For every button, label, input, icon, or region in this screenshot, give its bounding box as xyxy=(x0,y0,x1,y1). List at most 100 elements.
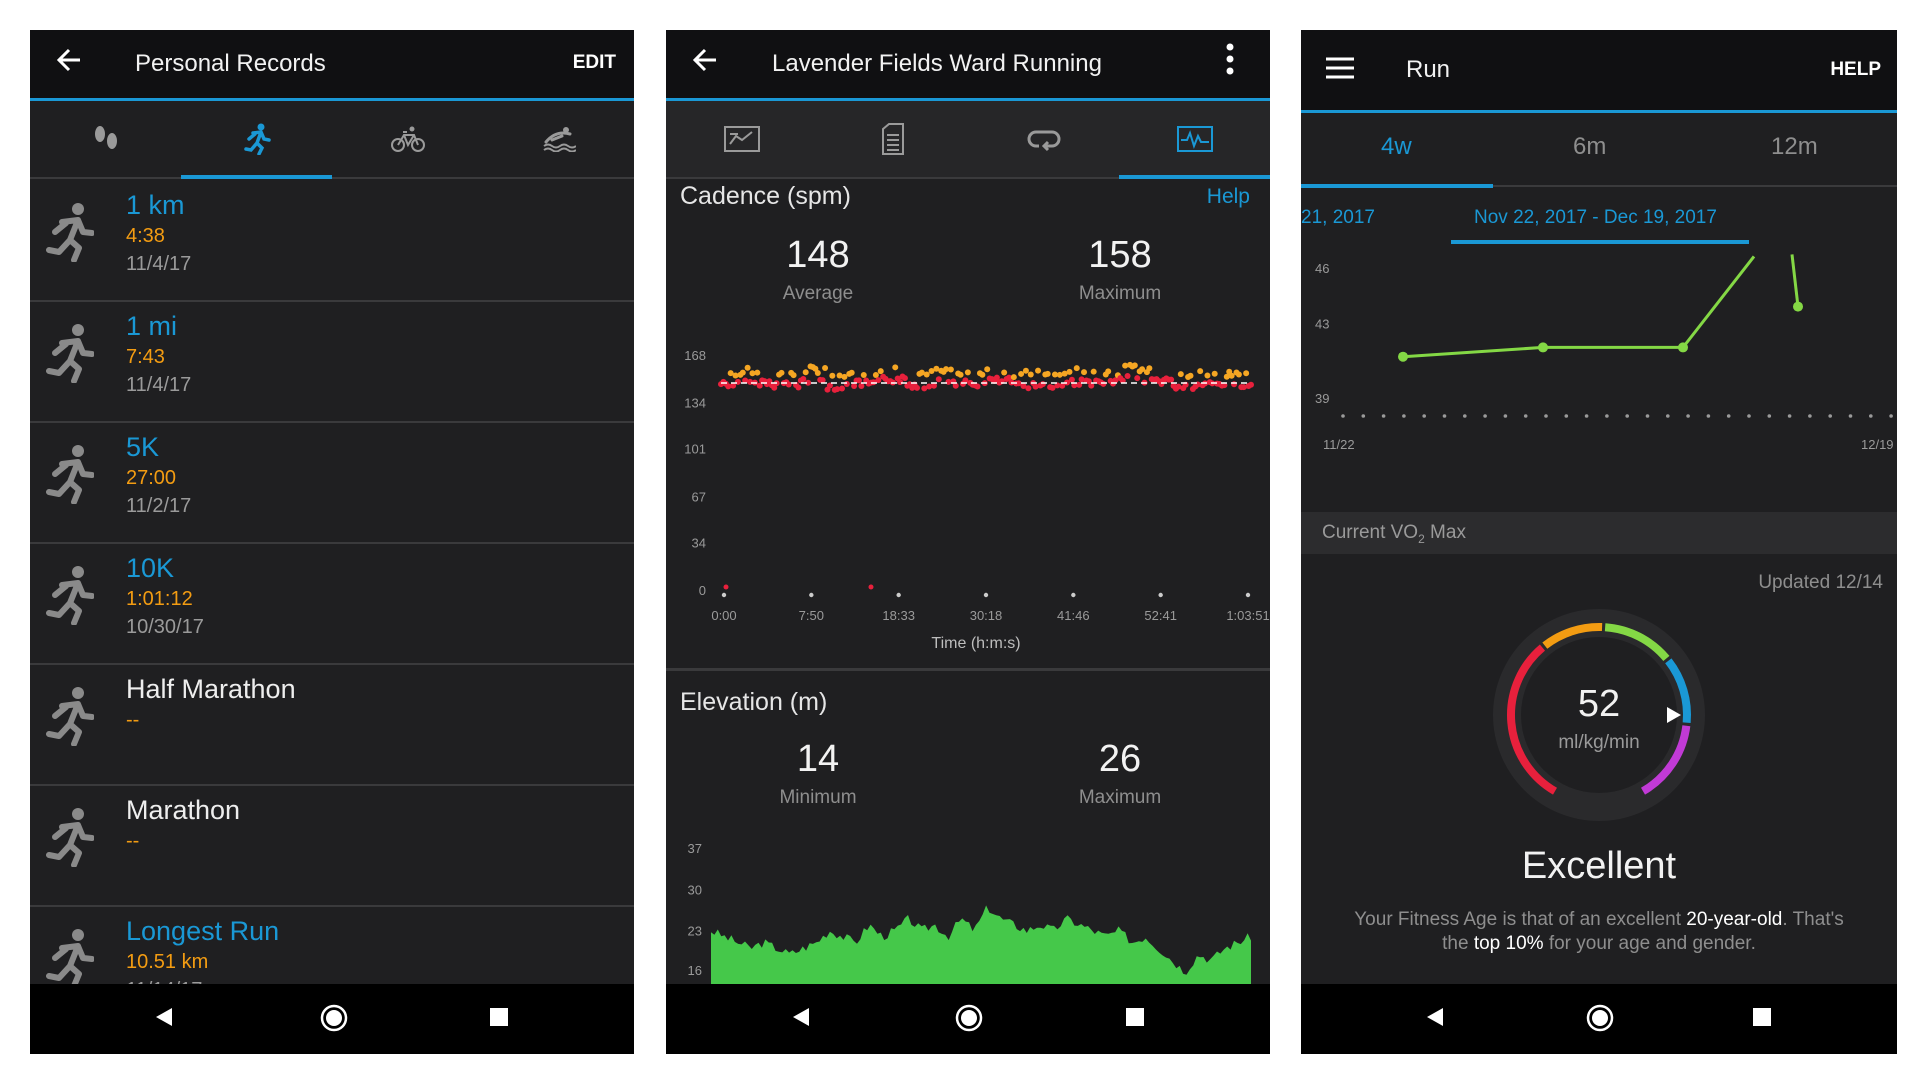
cadence-point xyxy=(933,365,940,372)
nav-recents-icon[interactable] xyxy=(489,1007,509,1032)
cadence-point xyxy=(1022,367,1029,374)
previous-range-label[interactable]: 21, 2017 xyxy=(1301,207,1375,228)
help-button[interactable]: HELP xyxy=(1830,59,1881,80)
runner-icon xyxy=(46,686,95,751)
tab-charts[interactable] xyxy=(1119,101,1270,179)
nav-home-icon[interactable] xyxy=(1586,1004,1614,1037)
nav-home-icon[interactable] xyxy=(320,1004,348,1037)
y-tick-label: 134 xyxy=(684,396,706,411)
record-name: Longest Run xyxy=(126,916,280,946)
x-axis-dot xyxy=(1869,414,1873,418)
nav-back-icon[interactable] xyxy=(791,1006,811,1033)
x-tick-label: 41:46 xyxy=(1057,608,1090,623)
cadence-help-link[interactable]: Help xyxy=(1206,185,1250,208)
gauge-segment-poor xyxy=(1507,644,1558,795)
cadence-point xyxy=(841,373,848,380)
cadence-point xyxy=(819,377,826,384)
record-row[interactable]: Marathon -- xyxy=(30,785,634,907)
tab-6m[interactable]: 6m xyxy=(1573,133,1607,160)
cadence-point xyxy=(914,384,921,391)
cadence-point xyxy=(993,374,1000,381)
cadence-point xyxy=(1025,385,1032,392)
record-row[interactable]: 1 km 4:38 11/4/17 xyxy=(30,180,634,302)
cadence-point xyxy=(930,382,937,389)
edit-button[interactable]: EDIT xyxy=(572,52,616,73)
tab-cycling[interactable] xyxy=(332,101,483,177)
activity-tabs xyxy=(666,101,1270,179)
tab-4w[interactable]: 4w xyxy=(1381,133,1412,160)
record-time: 1:01:12 xyxy=(126,588,193,610)
cadence-point xyxy=(923,371,930,378)
cadence-point xyxy=(754,369,761,376)
cadence-point xyxy=(734,378,741,385)
vo2-point[interactable] xyxy=(1398,351,1408,362)
cadence-point xyxy=(875,377,882,384)
vo2-gauge xyxy=(1493,609,1705,821)
tab-indicator xyxy=(1301,184,1493,188)
x-tick-dot xyxy=(809,592,814,598)
cadence-point xyxy=(926,383,933,390)
record-name: 10K xyxy=(126,553,175,583)
tab-running[interactable] xyxy=(181,101,332,179)
nav-recents-icon[interactable] xyxy=(1752,1007,1772,1032)
cadence-point xyxy=(829,372,836,379)
cadence-point xyxy=(1248,381,1254,388)
cadence-point xyxy=(1131,362,1138,369)
vo2-trend-line-segment xyxy=(1790,254,1800,307)
cadence-point xyxy=(892,364,899,371)
cadence-point xyxy=(727,370,734,377)
tab-swimming[interactable] xyxy=(483,101,634,177)
record-row[interactable]: 5K 27:00 11/2/17 xyxy=(30,422,634,544)
vo2-point[interactable] xyxy=(1538,342,1548,353)
vo2-point[interactable] xyxy=(1678,342,1688,353)
tab-details[interactable] xyxy=(817,101,968,177)
tab-laps[interactable] xyxy=(968,101,1119,177)
cadence-point xyxy=(1112,377,1119,384)
y-tick-label: 0 xyxy=(699,583,706,598)
tab-steps[interactable] xyxy=(30,101,181,177)
fitness-age-text: Your Fitness Age is that of an excellent… xyxy=(1354,909,1844,954)
vo2-point[interactable] xyxy=(1793,301,1803,312)
cadence-point xyxy=(1059,382,1066,389)
elevation-area xyxy=(711,905,1251,984)
x-axis-dot xyxy=(1503,414,1508,418)
cadence-point xyxy=(1032,383,1039,390)
cadence-point xyxy=(1119,377,1126,384)
back-arrow-icon[interactable] xyxy=(692,46,718,78)
x-start-label: 11/22 xyxy=(1323,437,1355,452)
cadence-point xyxy=(725,383,732,390)
nav-home-icon[interactable] xyxy=(955,1004,983,1037)
elevation-maximum-value: 26 xyxy=(1098,738,1142,780)
x-tick-dot xyxy=(721,592,727,598)
tab-stats[interactable] xyxy=(666,101,817,177)
cadence-point xyxy=(1204,372,1211,379)
nav-back-icon[interactable] xyxy=(1425,1006,1445,1033)
x-axis-dot xyxy=(1828,414,1832,418)
cadence-point xyxy=(858,382,865,389)
vo2-trend-line xyxy=(1402,255,1756,359)
gauge-indicator-icon xyxy=(1667,707,1681,723)
runner-icon xyxy=(46,807,95,872)
date-range-label[interactable]: Nov 22, 2017 - Dec 19, 2017 xyxy=(1474,207,1717,228)
y-tick-label: 43 xyxy=(1315,317,1329,332)
cadence-point xyxy=(1054,382,1061,389)
y-tick-label: 34 xyxy=(692,535,706,550)
cadence-point xyxy=(826,382,833,389)
x-axis-dot xyxy=(1625,414,1629,418)
nav-recents-icon[interactable] xyxy=(1125,1007,1145,1032)
record-row[interactable]: Half Marathon -- xyxy=(30,664,634,786)
back-arrow-icon[interactable] xyxy=(56,46,82,78)
nav-back-icon[interactable] xyxy=(154,1006,174,1033)
cadence-maximum-value: 158 xyxy=(1088,234,1152,276)
cadence-point xyxy=(848,369,855,376)
cadence-point xyxy=(822,365,829,372)
cadence-point xyxy=(843,381,850,388)
record-row[interactable]: 1 mi 7:43 11/4/17 xyxy=(30,301,634,423)
record-row[interactable]: 10K 1:01:12 10/30/17 xyxy=(30,543,634,665)
cadence-point xyxy=(1228,372,1235,379)
cadence-point xyxy=(1073,365,1080,372)
overflow-menu-icon[interactable] xyxy=(1226,42,1234,81)
menu-icon[interactable] xyxy=(1325,56,1355,85)
gauge-segment-fair xyxy=(1542,623,1603,649)
tab-12m[interactable]: 12m xyxy=(1771,133,1818,160)
